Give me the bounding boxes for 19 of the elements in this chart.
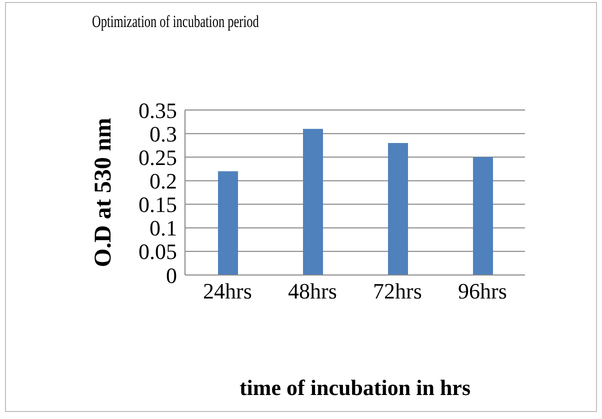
bar bbox=[218, 171, 238, 275]
y-tick-label: 0.25 bbox=[138, 144, 177, 170]
x-tick-label: 24hrs bbox=[203, 278, 252, 304]
bar bbox=[388, 143, 408, 275]
x-axis-title: time of incubation in hrs bbox=[239, 375, 471, 400]
bar bbox=[473, 157, 493, 275]
bar bbox=[303, 128, 323, 275]
y-axis-title: O.D at 530 nm bbox=[90, 118, 117, 268]
x-tick-label: 48hrs bbox=[288, 278, 337, 304]
y-tick-label: 0.35 bbox=[138, 98, 177, 123]
y-tick-label: 0 bbox=[166, 262, 177, 288]
y-tick-label: 0.15 bbox=[138, 192, 177, 218]
y-tick-label: 0.3 bbox=[150, 121, 177, 146]
chart-title: Optimization of incubation period bbox=[92, 12, 259, 32]
y-tick-label: 0.2 bbox=[150, 168, 177, 194]
x-tick-label: 72hrs bbox=[373, 278, 422, 304]
y-tick-label: 0.1 bbox=[150, 216, 177, 241]
y-tick-label: 0.05 bbox=[138, 239, 177, 264]
x-tick-label: 96hrs bbox=[458, 278, 507, 304]
